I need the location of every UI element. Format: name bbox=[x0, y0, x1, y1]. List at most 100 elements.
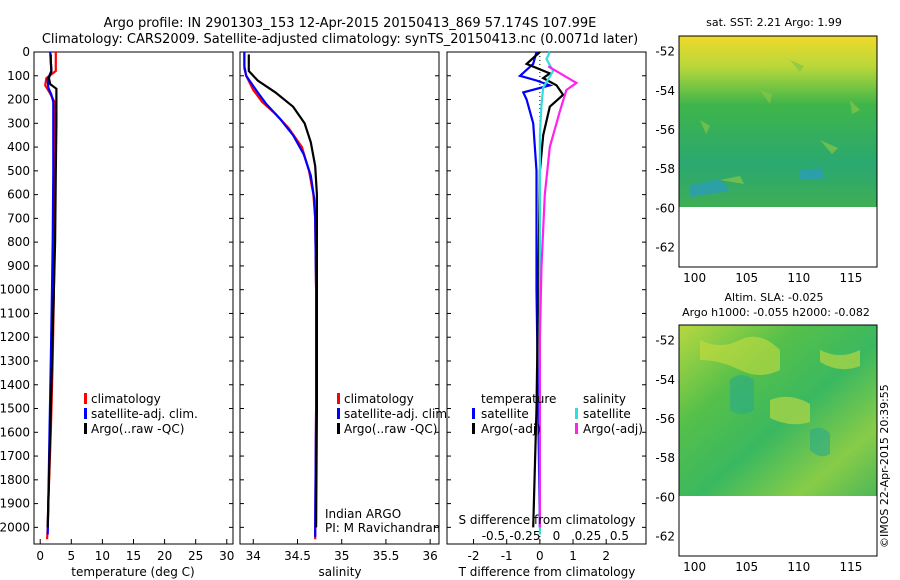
map-y-tick-label: -62 bbox=[655, 529, 675, 543]
y-tick-label: 500 bbox=[7, 164, 30, 178]
y-tick-label: 800 bbox=[7, 235, 30, 249]
plot-layer: 0 5 10 15 20 25 300100200300400500600700800900… bbox=[0, 45, 862, 574]
x-tick-label: 10 bbox=[95, 549, 110, 563]
y-tick-label: 600 bbox=[7, 188, 30, 202]
x-tick-label: 0 bbox=[536, 549, 544, 563]
sst-map-frame bbox=[678, 35, 878, 268]
legend-swatch-climatology bbox=[84, 393, 87, 404]
x-tick-label: 36 bbox=[423, 549, 438, 563]
difference-xlabel: T difference from climatology bbox=[458, 565, 636, 579]
map-x-tick-label: 115 bbox=[839, 560, 862, 574]
temperature-xlabel: temperature (deg C) bbox=[71, 565, 194, 579]
difference-xlabel-top: S difference from climatology bbox=[459, 513, 636, 527]
x-tick-label: 5 bbox=[67, 549, 75, 563]
difference-panel-frame bbox=[446, 51, 647, 545]
x-tick-label: 35 bbox=[334, 549, 349, 563]
y-tick-label: 1300 bbox=[0, 354, 30, 368]
sst-map-title: sat. SST: 2.21 Argo: 1.99 bbox=[706, 16, 842, 29]
legend-label-climatology: climatology bbox=[344, 392, 414, 406]
difference-legend: temperature salinity satellite Argo(-adj… bbox=[472, 392, 643, 436]
y-tick-label: 1500 bbox=[0, 402, 30, 416]
x-tick-label: 35.5 bbox=[373, 549, 400, 563]
y-tick-label: 1600 bbox=[0, 425, 30, 439]
legend-swatch-satellite-adj bbox=[84, 408, 87, 419]
map-x-tick-label: 105 bbox=[735, 271, 758, 285]
legend-header-salinity: salinity bbox=[583, 392, 626, 406]
x-tick-label: 1 bbox=[569, 549, 577, 563]
x-tick-label: 20 bbox=[157, 549, 172, 563]
legend-label-s-satellite: satellite bbox=[583, 407, 631, 421]
y-tick-label: 400 bbox=[7, 140, 30, 154]
legend-label-argo: Argo(..raw -QC) bbox=[91, 422, 184, 436]
x-top-tick-label: -0.25 bbox=[509, 529, 540, 543]
y-tick-label: 1400 bbox=[0, 378, 30, 392]
legend-swatch-argo bbox=[337, 423, 340, 434]
temperature-legend: climatology satellite-adj. clim. Argo(..… bbox=[84, 392, 198, 436]
y-tick-label: 0 bbox=[22, 45, 30, 59]
y-tick-label: 1800 bbox=[0, 473, 30, 487]
legend-swatch-s-satellite bbox=[575, 408, 578, 419]
legend-swatch-climatology bbox=[337, 393, 340, 404]
x-top-tick-label: 0.25 bbox=[575, 529, 602, 543]
map-y-tick-label: -52 bbox=[655, 334, 675, 348]
x-tick-label: 0 bbox=[36, 549, 44, 563]
legend-label-argo: Argo(..raw -QC) bbox=[344, 422, 437, 436]
legend-label-t-argo: Argo(-adj) bbox=[481, 422, 541, 436]
x-top-tick-label: -0.5 bbox=[482, 529, 505, 543]
x-top-tick-label: 0.5 bbox=[610, 529, 629, 543]
map-x-tick-label: 110 bbox=[787, 560, 810, 574]
map-y-tick-label: -52 bbox=[655, 45, 675, 59]
sla-map-low-patches bbox=[730, 375, 830, 457]
salinity-annotation-line-2: PI: M Ravichandran bbox=[325, 521, 440, 535]
map-x-tick-label: 105 bbox=[735, 560, 758, 574]
y-tick-label: 300 bbox=[7, 116, 30, 130]
sla-map-texture bbox=[700, 336, 860, 425]
x-tick-label: 30 bbox=[219, 549, 234, 563]
legend-swatch-satellite-adj bbox=[337, 408, 340, 419]
sla-map-land-mask bbox=[679, 496, 877, 556]
map-y-tick-label: -60 bbox=[655, 490, 675, 504]
y-tick-label: 1200 bbox=[0, 330, 30, 344]
legend-label-climatology: climatology bbox=[91, 392, 161, 406]
y-tick-label: 1900 bbox=[0, 497, 30, 511]
series-line-s-satellite bbox=[538, 51, 555, 535]
sla-map-title-line-2: Argo h1000: -0.055 h2000: -0.082 bbox=[682, 306, 870, 319]
salinity-xlabel: salinity bbox=[318, 565, 361, 579]
y-tick-label: 2000 bbox=[0, 520, 30, 534]
legend-swatch-t-argo bbox=[472, 423, 475, 434]
salinity-annotation-line-1: Indian ARGO bbox=[325, 507, 401, 521]
sla-map-frame bbox=[678, 324, 878, 557]
sst-map-cool-patches bbox=[690, 168, 826, 197]
legend-swatch-t-satellite bbox=[472, 408, 475, 419]
x-tick-label: 25 bbox=[188, 549, 203, 563]
series-line-t-satellite bbox=[517, 51, 554, 528]
map-x-tick-label: 100 bbox=[683, 560, 706, 574]
map-y-tick-label: -56 bbox=[655, 123, 675, 137]
header-line-1: Argo profile: IN 2901303_153 12-Apr-2015… bbox=[104, 16, 597, 31]
legend-label-s-argo: Argo(-adj) bbox=[583, 422, 643, 436]
map-y-tick-label: -62 bbox=[655, 240, 675, 254]
map-y-tick-label: -60 bbox=[655, 201, 675, 215]
y-tick-label: 200 bbox=[7, 93, 30, 107]
x-tick-label: 34.5 bbox=[284, 549, 311, 563]
sla-map-title-line-1: Altim. SLA: -0.025 bbox=[724, 291, 823, 304]
x-top-tick-label: 0 bbox=[553, 529, 561, 543]
series-line-argo-raw-qc- bbox=[46, 54, 58, 528]
x-tick-label: 15 bbox=[126, 549, 141, 563]
map-y-tick-label: -58 bbox=[655, 162, 675, 176]
y-tick-label: 900 bbox=[7, 259, 30, 273]
legend-label-satellite-adj: satellite-adj. clim. bbox=[344, 407, 451, 421]
sst-map-land-mask bbox=[679, 207, 877, 267]
legend-swatch-argo bbox=[84, 423, 87, 434]
map-x-tick-label: 110 bbox=[787, 271, 810, 285]
map-x-tick-label: 100 bbox=[683, 271, 706, 285]
sst-map-field bbox=[679, 36, 877, 207]
map-x-tick-label: 115 bbox=[839, 271, 862, 285]
y-tick-label: 1700 bbox=[0, 449, 30, 463]
temperature-panel-frame bbox=[33, 51, 234, 545]
series-line-s-argo-adj- bbox=[538, 65, 579, 528]
x-tick-label: 2 bbox=[602, 549, 610, 563]
legend-label-t-satellite: satellite bbox=[481, 407, 529, 421]
y-tick-label: 1100 bbox=[0, 306, 30, 320]
